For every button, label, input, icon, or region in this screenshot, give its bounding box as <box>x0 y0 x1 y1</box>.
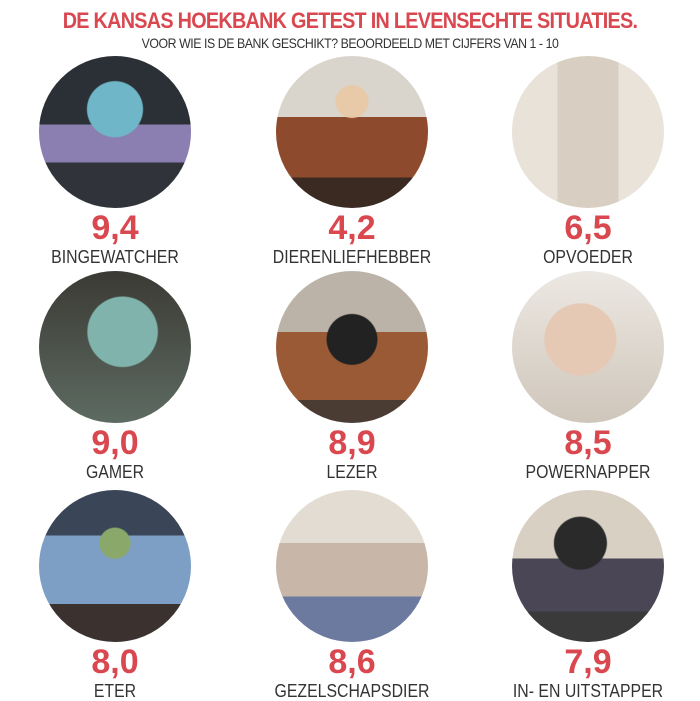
persona-label: GAMER <box>85 462 145 482</box>
friends-on-sofa-photo <box>276 490 428 642</box>
kids-jumping-on-sofa-photo <box>512 56 664 208</box>
page-title: DE KANSAS HOEKBANK GETEST IN LEVENSECHTE… <box>62 8 638 33</box>
persona-label: LEZER <box>326 462 378 482</box>
man-gaming-with-headset-photo <box>39 271 191 423</box>
man-reading-book-photo <box>276 271 428 423</box>
score: 4,2 <box>328 209 376 247</box>
rating-card: 8,6 GEZELSCHAPSDIER <box>252 490 452 701</box>
score: 9,4 <box>91 209 139 247</box>
persona-label: OPVOEDER <box>543 247 633 267</box>
persona-label: BINGEWATCHER <box>51 247 179 267</box>
score: 8,6 <box>328 643 376 681</box>
score: 8,0 <box>91 643 139 681</box>
rating-card: 7,9 IN- EN UITSTAPPER <box>488 490 688 701</box>
rating-card: 8,0 ETER <box>15 490 215 701</box>
couple-watching-tv-photo <box>39 56 191 208</box>
score: 7,9 <box>564 643 612 681</box>
rating-card: 8,5 POWERNAPPER <box>488 271 688 482</box>
persona-label: IN- EN UITSTAPPER <box>512 681 664 701</box>
rating-card: 8,9 LEZER <box>252 271 452 482</box>
man-eating-bowl-photo <box>39 490 191 642</box>
score: 8,5 <box>564 424 612 462</box>
page-subtitle: VOOR WIE IS DE BANK GESCHIKT? BEOORDEELD… <box>141 35 559 51</box>
persona-label: ETER <box>93 681 137 701</box>
score: 6,5 <box>564 209 612 247</box>
rating-card: 9,4 BINGEWATCHER <box>15 56 215 267</box>
woman-sleeping-on-sofa-photo <box>512 271 664 423</box>
persona-label: POWERNAPPER <box>525 462 651 482</box>
rating-card: 6,5 OPVOEDER <box>488 56 688 267</box>
score: 9,0 <box>91 424 139 462</box>
persona-label: GEZELSCHAPSDIER <box>274 681 430 701</box>
rating-card: 9,0 GAMER <box>15 271 215 482</box>
woman-with-dog-photo <box>276 56 428 208</box>
rating-card: 4,2 DIERENLIEFHEBBER <box>252 56 452 267</box>
persona-label: DIERENLIEFHEBBER <box>272 247 432 267</box>
score: 8,9 <box>328 424 376 462</box>
man-getting-up-from-sofa-photo <box>512 490 664 642</box>
